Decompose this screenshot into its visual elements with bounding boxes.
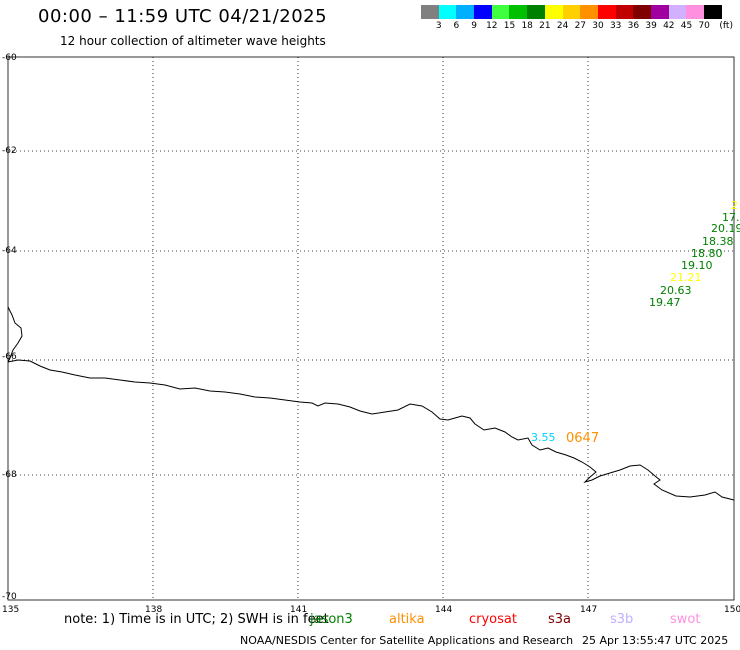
lon-label: 144: [435, 605, 452, 615]
satellite-legend-s3b: s3b: [610, 612, 634, 627]
lon-label: 150: [724, 605, 740, 615]
legend-unit: (ft): [719, 21, 733, 31]
lat-label: -68: [2, 470, 17, 480]
wave-height-label: 20.19: [711, 222, 740, 235]
legend-swatch: [686, 5, 704, 19]
credit-line: NOAA/NESDIS Center for Satellite Applica…: [240, 634, 574, 647]
legend-swatch: [509, 5, 528, 19]
wave-height-label: 18.80: [691, 247, 723, 260]
legend-swatch: [668, 5, 687, 19]
satellite-legend-cryosat: cryosat: [469, 612, 517, 627]
lat-label: -62: [2, 146, 17, 156]
antarctic-coastline: [7, 306, 735, 501]
legend-label: 15: [503, 21, 516, 31]
map-frame: [7, 56, 735, 601]
longitude-gridlines: [152, 57, 589, 600]
wave-height-label: 18.38: [702, 235, 734, 248]
footer-note: note: 1) Time is in UTC; 2) SWH is in fe…: [64, 612, 329, 627]
legend-label: 30: [592, 21, 604, 31]
legend-label: 18: [521, 21, 533, 31]
lon-label: 141: [290, 605, 307, 615]
legend-swatch: [615, 5, 634, 19]
legend-label: 45: [680, 21, 693, 31]
legend-swatch: [562, 5, 581, 19]
legend-swatch: [474, 5, 492, 19]
legend-label: 6: [453, 21, 460, 31]
satellite-legend-s3a: s3a: [548, 612, 572, 627]
legend-swatch: [491, 5, 510, 19]
legend-label: 39: [645, 21, 657, 31]
legend-swatch: [527, 5, 545, 19]
lat-label: -66: [2, 352, 17, 362]
legend-swatches: [421, 5, 722, 19]
legend-swatch: [421, 5, 439, 19]
lat-label: -64: [2, 246, 17, 256]
page-title: 00:00 – 11:59 UTC 04/21/2025: [38, 6, 328, 27]
legend-swatch: [633, 5, 651, 19]
lon-label: 135: [2, 605, 19, 615]
wave-height-label: 2: [731, 199, 738, 212]
latitude-gridlines: [8, 150, 734, 476]
legend-label: 24: [556, 21, 569, 31]
legend-label: 12: [486, 21, 498, 31]
wave-height-label: 3.55: [531, 431, 556, 444]
lat-label: -60: [2, 53, 17, 63]
legend-label: 9: [471, 21, 477, 31]
legend-swatch: [544, 5, 563, 19]
generated-timestamp: 25 Apr 13:55:47 UTC 2025: [582, 634, 729, 647]
satellite-legend-swot: swot: [670, 612, 701, 627]
page-subtitle: 12 hour collection of altimeter wave hei…: [60, 34, 326, 48]
legend-swatch: [456, 5, 475, 19]
legend-swatch: [438, 5, 457, 19]
legend-label: 36: [627, 21, 640, 31]
lon-label: 147: [580, 605, 597, 615]
satellite-legend-altika: altika: [389, 612, 425, 627]
legend-label: 3: [435, 21, 442, 31]
wave-height-label: 17.4: [722, 211, 740, 224]
lon-label: 138: [145, 605, 162, 615]
wave-height-label: 19.10: [681, 259, 713, 272]
wave-height-label: 21.21: [670, 271, 702, 284]
legend-label: 42: [663, 21, 675, 31]
lat-label: -70: [2, 592, 17, 602]
wave-height-label: 20.63: [660, 284, 692, 297]
legend-label: 21: [539, 21, 551, 31]
satellite-legend-jason3: jason3: [310, 612, 353, 627]
legend-label: 70: [698, 21, 710, 31]
legend-swatch: [580, 5, 598, 19]
color-scale-legend: 3 6 9 12 15 18 21 24 27 30 33 36 39 42 45 70 (ft): [421, 5, 733, 35]
wave-height-label: 19.47: [649, 296, 681, 309]
legend-label: 33: [609, 21, 622, 31]
legend-label: 27: [574, 21, 587, 31]
legend-swatch: [704, 5, 722, 19]
wave-height-label: 0647: [566, 431, 599, 446]
legend-swatch: [597, 5, 616, 19]
legend-swatch: [650, 5, 669, 19]
